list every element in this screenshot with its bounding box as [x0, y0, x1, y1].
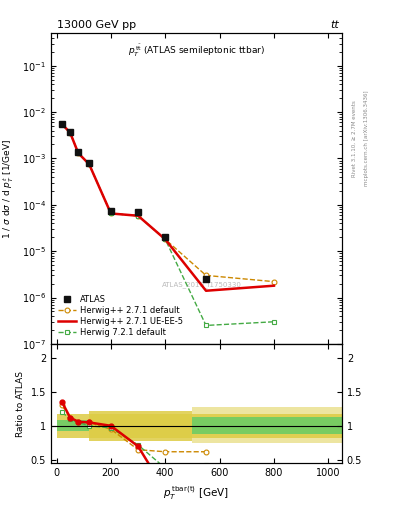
ATLAS [163, 234, 167, 240]
Herwig++ 2.7.1 UE-EE-5 [68, 130, 72, 136]
Herwig++ 2.7.1 default [204, 272, 208, 279]
Text: ATLAS_2019_I1750330: ATLAS_2019_I1750330 [162, 281, 242, 288]
Text: $p_T^{\,\mathrm{t\bar{t}}}$ (ATLAS semileptonic ttbar): $p_T^{\,\mathrm{t\bar{t}}}$ (ATLAS semil… [128, 42, 265, 59]
ATLAS [108, 207, 113, 214]
Legend: ATLAS, Herwig++ 2.7.1 default, Herwig++ 2.7.1 UE-EE-5, Herwig 7.2.1 default: ATLAS, Herwig++ 2.7.1 default, Herwig++ … [55, 292, 186, 340]
Herwig++ 2.7.1 default [87, 161, 92, 167]
ATLAS [68, 129, 72, 135]
Y-axis label: Ratio to ATLAS: Ratio to ATLAS [16, 371, 25, 437]
Herwig++ 2.7.1 UE-EE-5 [163, 236, 167, 242]
Herwig 7.2.1 default [68, 130, 72, 136]
Y-axis label: 1 / $\sigma$ d$\sigma$ / d $p_T^{\,\bar{t}}$ [1/GeV]: 1 / $\sigma$ d$\sigma$ / d $p_T^{\,\bar{… [0, 138, 17, 239]
ATLAS [136, 209, 140, 215]
Herwig++ 2.7.1 default [68, 130, 72, 136]
Text: Rivet 3.1.10, ≥ 2.7M events: Rivet 3.1.10, ≥ 2.7M events [352, 100, 357, 177]
Line: Herwig++ 2.7.1 UE-EE-5: Herwig++ 2.7.1 UE-EE-5 [62, 124, 274, 291]
Herwig++ 2.7.1 UE-EE-5 [272, 283, 276, 289]
ATLAS [60, 121, 64, 127]
Herwig 7.2.1 default [76, 150, 81, 156]
Text: tt: tt [330, 20, 339, 30]
Herwig 7.2.1 default [272, 318, 276, 325]
Herwig++ 2.7.1 default [76, 150, 81, 156]
Herwig++ 2.7.1 UE-EE-5 [108, 210, 113, 217]
Herwig++ 2.7.1 UE-EE-5 [76, 150, 81, 156]
Herwig++ 2.7.1 default [272, 279, 276, 285]
Herwig 7.2.1 default [108, 210, 113, 217]
Text: mcplots.cern.ch [arXiv:1306.3436]: mcplots.cern.ch [arXiv:1306.3436] [364, 91, 369, 186]
Herwig 7.2.1 default [87, 161, 92, 167]
Line: Herwig++ 2.7.1 default: Herwig++ 2.7.1 default [59, 122, 276, 284]
Herwig++ 2.7.1 UE-EE-5 [204, 288, 208, 294]
Text: 13000 GeV pp: 13000 GeV pp [57, 20, 136, 30]
Line: Herwig 7.2.1 default: Herwig 7.2.1 default [59, 122, 276, 328]
Herwig 7.2.1 default [136, 212, 140, 219]
Herwig++ 2.7.1 default [136, 212, 140, 219]
ATLAS [204, 276, 208, 282]
Herwig++ 2.7.1 UE-EE-5 [136, 212, 140, 219]
ATLAS [87, 160, 92, 166]
ATLAS [76, 150, 81, 156]
Line: ATLAS: ATLAS [59, 121, 277, 512]
Herwig++ 2.7.1 default [60, 121, 64, 127]
Herwig 7.2.1 default [204, 323, 208, 329]
Herwig++ 2.7.1 UE-EE-5 [60, 121, 64, 127]
Herwig++ 2.7.1 UE-EE-5 [87, 161, 92, 167]
Herwig 7.2.1 default [163, 236, 167, 242]
Herwig++ 2.7.1 default [108, 210, 113, 217]
Herwig++ 2.7.1 default [163, 236, 167, 242]
Herwig 7.2.1 default [60, 121, 64, 127]
X-axis label: $p_T^{\,\mathrm{tbar(t)}}$ [GeV]: $p_T^{\,\mathrm{tbar(t)}}$ [GeV] [163, 484, 230, 502]
